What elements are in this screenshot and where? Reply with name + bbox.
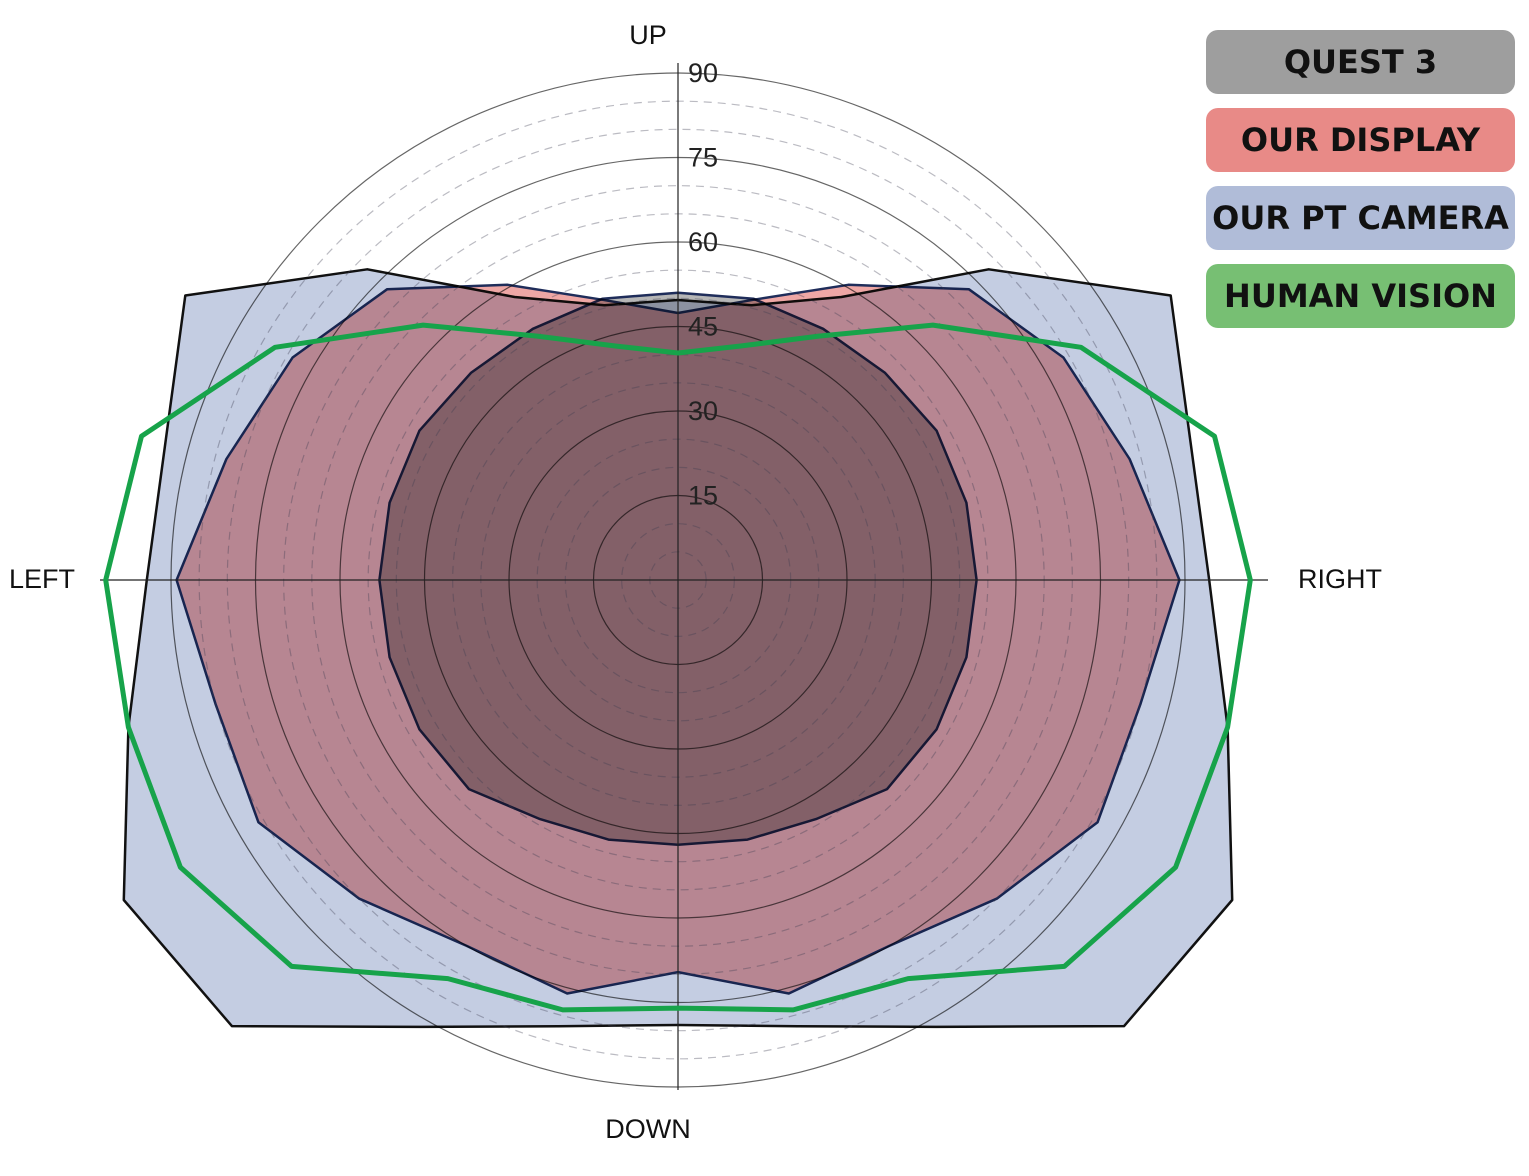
r-tick-label: 15 — [688, 481, 718, 511]
legend-label: OUR PT CAMERA — [1212, 199, 1509, 237]
legend-box — [1206, 108, 1515, 172]
grid: 15 30 45 60 75 90 — [100, 58, 1268, 1090]
r-tick-label: 45 — [688, 312, 718, 342]
lines — [103, 322, 1253, 1013]
legend-box — [1206, 186, 1515, 250]
legend-box — [1206, 30, 1515, 94]
r-tick-label: 60 — [688, 227, 718, 257]
dir-left: LEFT — [9, 564, 75, 594]
r-tick-label: 90 — [688, 58, 718, 88]
legend-label: OUR DISPLAY — [1241, 121, 1481, 159]
legend-label: HUMAN VISION — [1224, 277, 1497, 315]
dir-up: UP — [629, 20, 667, 50]
legend: QUEST 3 OUR DISPLAY OUR PT CAMERA HUMAN VIS… — [1206, 30, 1515, 328]
dir-down: DOWN — [605, 1114, 690, 1144]
legend-label: QUEST 3 — [1284, 43, 1437, 81]
legend-box — [1206, 264, 1515, 328]
series-shape — [103, 322, 1253, 1013]
dir-right: RIGHT — [1298, 564, 1382, 594]
r-tick-label: 30 — [688, 396, 718, 426]
r-tick-label: 75 — [688, 143, 718, 173]
